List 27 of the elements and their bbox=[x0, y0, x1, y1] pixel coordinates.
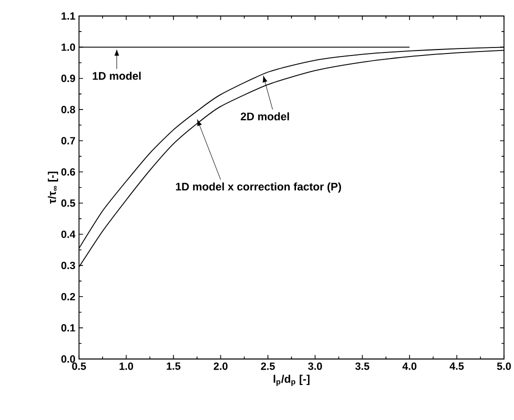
x-tick-label: 5.0 bbox=[497, 362, 511, 370]
x-tick-label: 3.0 bbox=[308, 362, 322, 370]
x-tick-label: 2.0 bbox=[214, 362, 228, 370]
y-tick-label: 0.8 bbox=[61, 106, 76, 114]
x-tick-label: 3.5 bbox=[355, 362, 370, 370]
x-tick-label: 0.5 bbox=[72, 362, 86, 370]
y-axis-title: τ/τ$_{∞}$ [-] bbox=[48, 172, 58, 204]
y-tick-label: 0.3 bbox=[61, 262, 76, 270]
annotation: 1D model x correction factor (P) bbox=[176, 182, 342, 193]
y-tick-label: 1.1 bbox=[62, 12, 76, 20]
annotation: 1D model bbox=[92, 72, 141, 80]
y-tick-label: 0.6 bbox=[61, 168, 76, 176]
y-tick-label: 0.1 bbox=[61, 324, 76, 332]
x-tick-label: 4.0 bbox=[402, 362, 416, 370]
y-tick-label: 1.0 bbox=[62, 43, 76, 51]
y-tick-label: 0.0 bbox=[61, 355, 76, 363]
y-tick-label: 0.5 bbox=[61, 199, 76, 207]
y-tick-label: 0.9 bbox=[61, 74, 76, 82]
x-tick-label: 2.5 bbox=[260, 362, 275, 370]
x-axis-title: l$_{p}$/d$_{p}$ [-] bbox=[274, 374, 310, 386]
y-tick-label: 0.4 bbox=[61, 230, 76, 238]
y-tick-label: 0.2 bbox=[61, 292, 76, 300]
y-tick-label: 0.7 bbox=[61, 137, 76, 144]
x-tick-label: 1.0 bbox=[120, 362, 134, 370]
x-tick-label: 4.5 bbox=[450, 362, 464, 370]
annotation: 2D model bbox=[240, 112, 289, 120]
x-tick-label: 1.5 bbox=[166, 362, 180, 370]
